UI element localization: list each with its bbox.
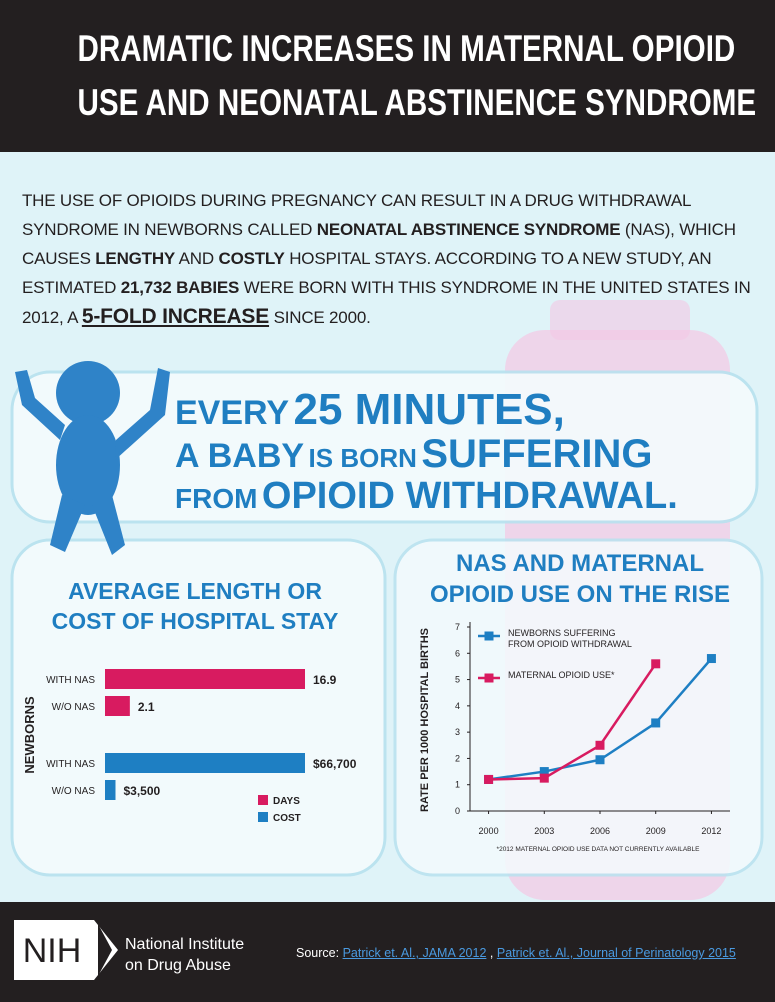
legend-swatch bbox=[258, 812, 268, 822]
y-tick-label: 0 bbox=[455, 806, 460, 816]
y-tick-label: 2 bbox=[455, 753, 460, 763]
title-line: USE AND NEONATAL ABSTINENCE SYNDROME bbox=[77, 82, 757, 123]
bar bbox=[105, 669, 305, 689]
header: DRAMATIC INCREASES IN MATERNAL OPIOID US… bbox=[0, 0, 775, 152]
legend-swatch bbox=[484, 631, 494, 641]
callout-text: 25 MINUTES, bbox=[293, 385, 565, 434]
category-label: W/O NAS bbox=[52, 702, 96, 713]
y-tick-label: 1 bbox=[455, 780, 460, 790]
point-marker bbox=[595, 755, 605, 765]
value-label: 16.9 bbox=[313, 673, 337, 687]
legend-swatch bbox=[258, 795, 268, 805]
point-marker bbox=[651, 659, 661, 669]
text: AND bbox=[178, 249, 214, 268]
org-line: on Drug Abuse bbox=[125, 957, 231, 974]
source-link[interactable]: Patrick et. Al., JAMA 2012 bbox=[342, 946, 487, 960]
baby-silhouette bbox=[15, 361, 170, 555]
chart-title: NAS AND MATERNAL OPIOID USE ON THE RISE bbox=[429, 550, 731, 608]
footnote: *2012 MATERNAL OPIOID USE DATA NOT CURRE… bbox=[497, 846, 701, 853]
callout-panel bbox=[10, 370, 759, 524]
intro-text: THE USE OF OPIOIDS DURING PREGNANCY CAN … bbox=[22, 186, 757, 332]
axis-label: NEWBORNS bbox=[22, 696, 37, 774]
bold-text: 21,732 BABIES bbox=[120, 278, 240, 297]
point-marker bbox=[539, 767, 549, 777]
callout-line: FROM OPIOID WITHDRAWAL. bbox=[175, 475, 678, 518]
point-marker bbox=[539, 773, 549, 783]
bar bbox=[105, 753, 305, 773]
series-line bbox=[488, 663, 657, 781]
callout-text: OPIOID WITHDRAWAL. bbox=[261, 475, 678, 517]
axis-label: RATE PER 1000 HOSPITAL BIRTHS bbox=[419, 628, 431, 812]
x-tick-label: 2000 bbox=[479, 826, 499, 836]
point-marker bbox=[651, 718, 661, 728]
x-tick-label: 2009 bbox=[646, 826, 666, 836]
value-label: $66,700 bbox=[313, 757, 357, 771]
bottle-neck bbox=[550, 300, 690, 340]
chart-title: AVERAGE LENGTH OR COST OF HOSPITAL STAY bbox=[51, 578, 339, 634]
category-label: W/O NAS bbox=[52, 786, 96, 797]
callout-line: EVERY 25 MINUTES, bbox=[175, 385, 565, 435]
org-name: National Institute on Drug Abuse bbox=[125, 934, 244, 976]
x-tick-label: 2003 bbox=[534, 826, 554, 836]
x-tick-label: 2006 bbox=[590, 826, 610, 836]
callout-text: IS BORN bbox=[308, 443, 417, 473]
callout-text: FROM bbox=[175, 483, 258, 514]
legend-label: DAYS bbox=[273, 796, 300, 807]
x-tick-label: 2012 bbox=[701, 826, 721, 836]
source-line: Source: Patrick et. Al., JAMA 2012 , Pat… bbox=[296, 946, 736, 960]
logo-shape bbox=[14, 920, 118, 980]
underlined-text: 5-FOLD INCREASE bbox=[81, 305, 270, 328]
text: SINCE 2000. bbox=[273, 308, 371, 327]
chart-panel bbox=[393, 538, 764, 877]
separator: , bbox=[489, 946, 494, 960]
y-tick-label: 4 bbox=[455, 701, 460, 711]
value-label: 2.1 bbox=[138, 700, 155, 714]
y-tick-label: 6 bbox=[455, 648, 460, 658]
footer: NIH National Institute on Drug Abuse Sou… bbox=[0, 902, 775, 1002]
source-label: Source: bbox=[296, 946, 340, 960]
callout-line: A BABY IS BORN SUFFERING bbox=[175, 432, 652, 477]
bold-text: NEONATAL ABSTINENCE SYNDROME bbox=[316, 220, 621, 239]
callout-text: SUFFERING bbox=[421, 432, 653, 476]
callout-text: EVERY bbox=[175, 394, 290, 432]
bar bbox=[105, 696, 130, 716]
callout-text: A BABY bbox=[175, 437, 305, 475]
legend-label: MATERNAL OPIOID USE* bbox=[508, 670, 615, 680]
point-marker bbox=[484, 774, 494, 784]
bold-text: COSTLY bbox=[218, 249, 285, 268]
bold-text: LENGTHY bbox=[95, 249, 176, 268]
legend-swatch bbox=[484, 673, 494, 683]
y-tick-label: 7 bbox=[455, 622, 460, 632]
text: THE USE OF OPIOIDS DURING PREGNANCY CAN … bbox=[22, 191, 691, 239]
logo-arrow bbox=[98, 924, 112, 976]
bar bbox=[105, 780, 116, 800]
point-marker bbox=[706, 654, 716, 664]
y-tick-label: 3 bbox=[455, 727, 460, 737]
legend-label: NEWBORNS SUFFERING FROM OPIOID WITHDRAWA… bbox=[508, 628, 632, 649]
text: (NAS), WHICH CAUSES bbox=[22, 220, 736, 268]
point-marker bbox=[595, 740, 605, 750]
logo-text: NIH bbox=[23, 932, 82, 970]
value-label: $3,500 bbox=[123, 784, 160, 798]
source-link[interactable]: Patrick et. Al., Journal of Perinatology… bbox=[496, 946, 736, 960]
category-label: WITH NAS bbox=[46, 675, 95, 686]
y-tick-label: 5 bbox=[455, 675, 460, 685]
title-line: DRAMATIC INCREASES IN MATERNAL OPIOID bbox=[77, 28, 736, 69]
text: WERE BORN WITH THIS SYNDROME IN THE UNIT… bbox=[22, 278, 751, 327]
text: HOSPITAL STAYS. ACCORDING TO A NEW STUDY… bbox=[22, 249, 712, 297]
org-line: National Institute bbox=[125, 936, 245, 953]
logo: NIH bbox=[14, 920, 118, 980]
category-label: WITH NAS bbox=[46, 759, 95, 770]
legend-label: COST bbox=[273, 813, 301, 824]
